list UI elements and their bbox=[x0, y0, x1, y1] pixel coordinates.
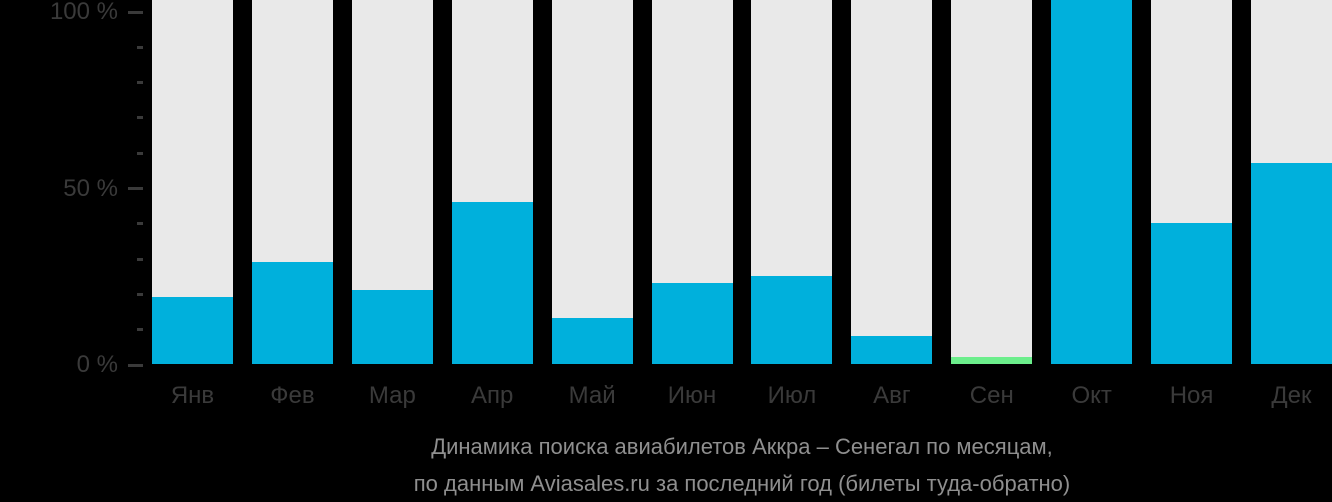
bar-fill-oct bbox=[1051, 0, 1133, 364]
y-axis-tick-major bbox=[128, 10, 143, 14]
x-axis-label-dec: Дек bbox=[1271, 382, 1312, 409]
bar-sep bbox=[951, 0, 1033, 364]
bar-fill-mar bbox=[351, 290, 433, 364]
bar-may bbox=[551, 0, 633, 364]
x-axis-label-aug: Авг bbox=[873, 382, 911, 409]
x-axis-label-jun: Июн bbox=[667, 382, 717, 409]
x-axis-label-oct: Окт bbox=[1071, 382, 1112, 409]
bar-mar bbox=[351, 0, 433, 364]
y-axis-tick-minor bbox=[137, 292, 143, 296]
bar-dec bbox=[1250, 0, 1332, 364]
bar-nov bbox=[1151, 0, 1233, 364]
y-axis-label: 100 % bbox=[49, 0, 118, 25]
bar-apr bbox=[451, 0, 533, 364]
bar-fill-dec bbox=[1250, 163, 1332, 364]
bar-fill-nov bbox=[1151, 223, 1233, 364]
y-axis-tick-minor bbox=[137, 328, 143, 332]
bar-aug bbox=[851, 0, 933, 364]
y-axis-tick-minor bbox=[137, 257, 143, 261]
x-axis-label-apr: Апр bbox=[471, 382, 514, 409]
bar-jan bbox=[152, 0, 233, 364]
x-axis-label-nov: Ноя bbox=[1169, 382, 1214, 409]
chart-subtitle: по данным Aviasales.ru за последний год … bbox=[413, 471, 1071, 496]
chart-title: Динамика поиска авиабилетов Аккра – Сене… bbox=[431, 434, 1053, 459]
bar-oct bbox=[1051, 0, 1133, 364]
bar-fill-aug bbox=[851, 336, 933, 364]
y-axis-tick-major bbox=[128, 363, 143, 367]
bar-fill-may bbox=[551, 318, 633, 364]
y-axis-tick-minor bbox=[137, 116, 143, 120]
x-axis: Янв Фев Мар Апр Май Июн Июл Авг Сен Окт Ноя Дек bbox=[152, 384, 1332, 408]
bar-fill-jan bbox=[152, 297, 233, 364]
y-axis-tick-minor bbox=[137, 222, 143, 226]
bar-jul bbox=[751, 0, 833, 364]
y-axis-tick-minor bbox=[137, 45, 143, 49]
bar-jun bbox=[651, 0, 733, 364]
x-axis-label-jan: Янв bbox=[170, 382, 215, 409]
x-axis-label-feb: Фев bbox=[270, 382, 315, 409]
x-axis-label-jul: Июл bbox=[767, 382, 817, 409]
y-axis-tick-minor bbox=[137, 81, 143, 85]
y-axis-label: 0 % bbox=[76, 351, 118, 378]
x-axis-label-sep: Сен bbox=[969, 382, 1014, 409]
bar-fill-jul bbox=[751, 276, 833, 364]
bar-fill-jun bbox=[651, 283, 733, 364]
chart-caption: Динамика поиска авиабилетов Аккра – Сене… bbox=[152, 428, 1332, 502]
y-axis-tick-major bbox=[128, 187, 143, 190]
bar-fill-apr bbox=[451, 202, 533, 364]
bar-feb bbox=[251, 0, 333, 364]
bar-fill-feb bbox=[251, 262, 333, 364]
x-axis-label-mar: Мар bbox=[368, 382, 416, 409]
x-axis-label-may: Май bbox=[568, 382, 616, 409]
plot-area bbox=[152, 0, 1332, 364]
y-axis-label: 50 % bbox=[63, 174, 118, 202]
y-axis-tick-minor bbox=[137, 151, 143, 155]
bar-fill-sep bbox=[951, 357, 1033, 364]
